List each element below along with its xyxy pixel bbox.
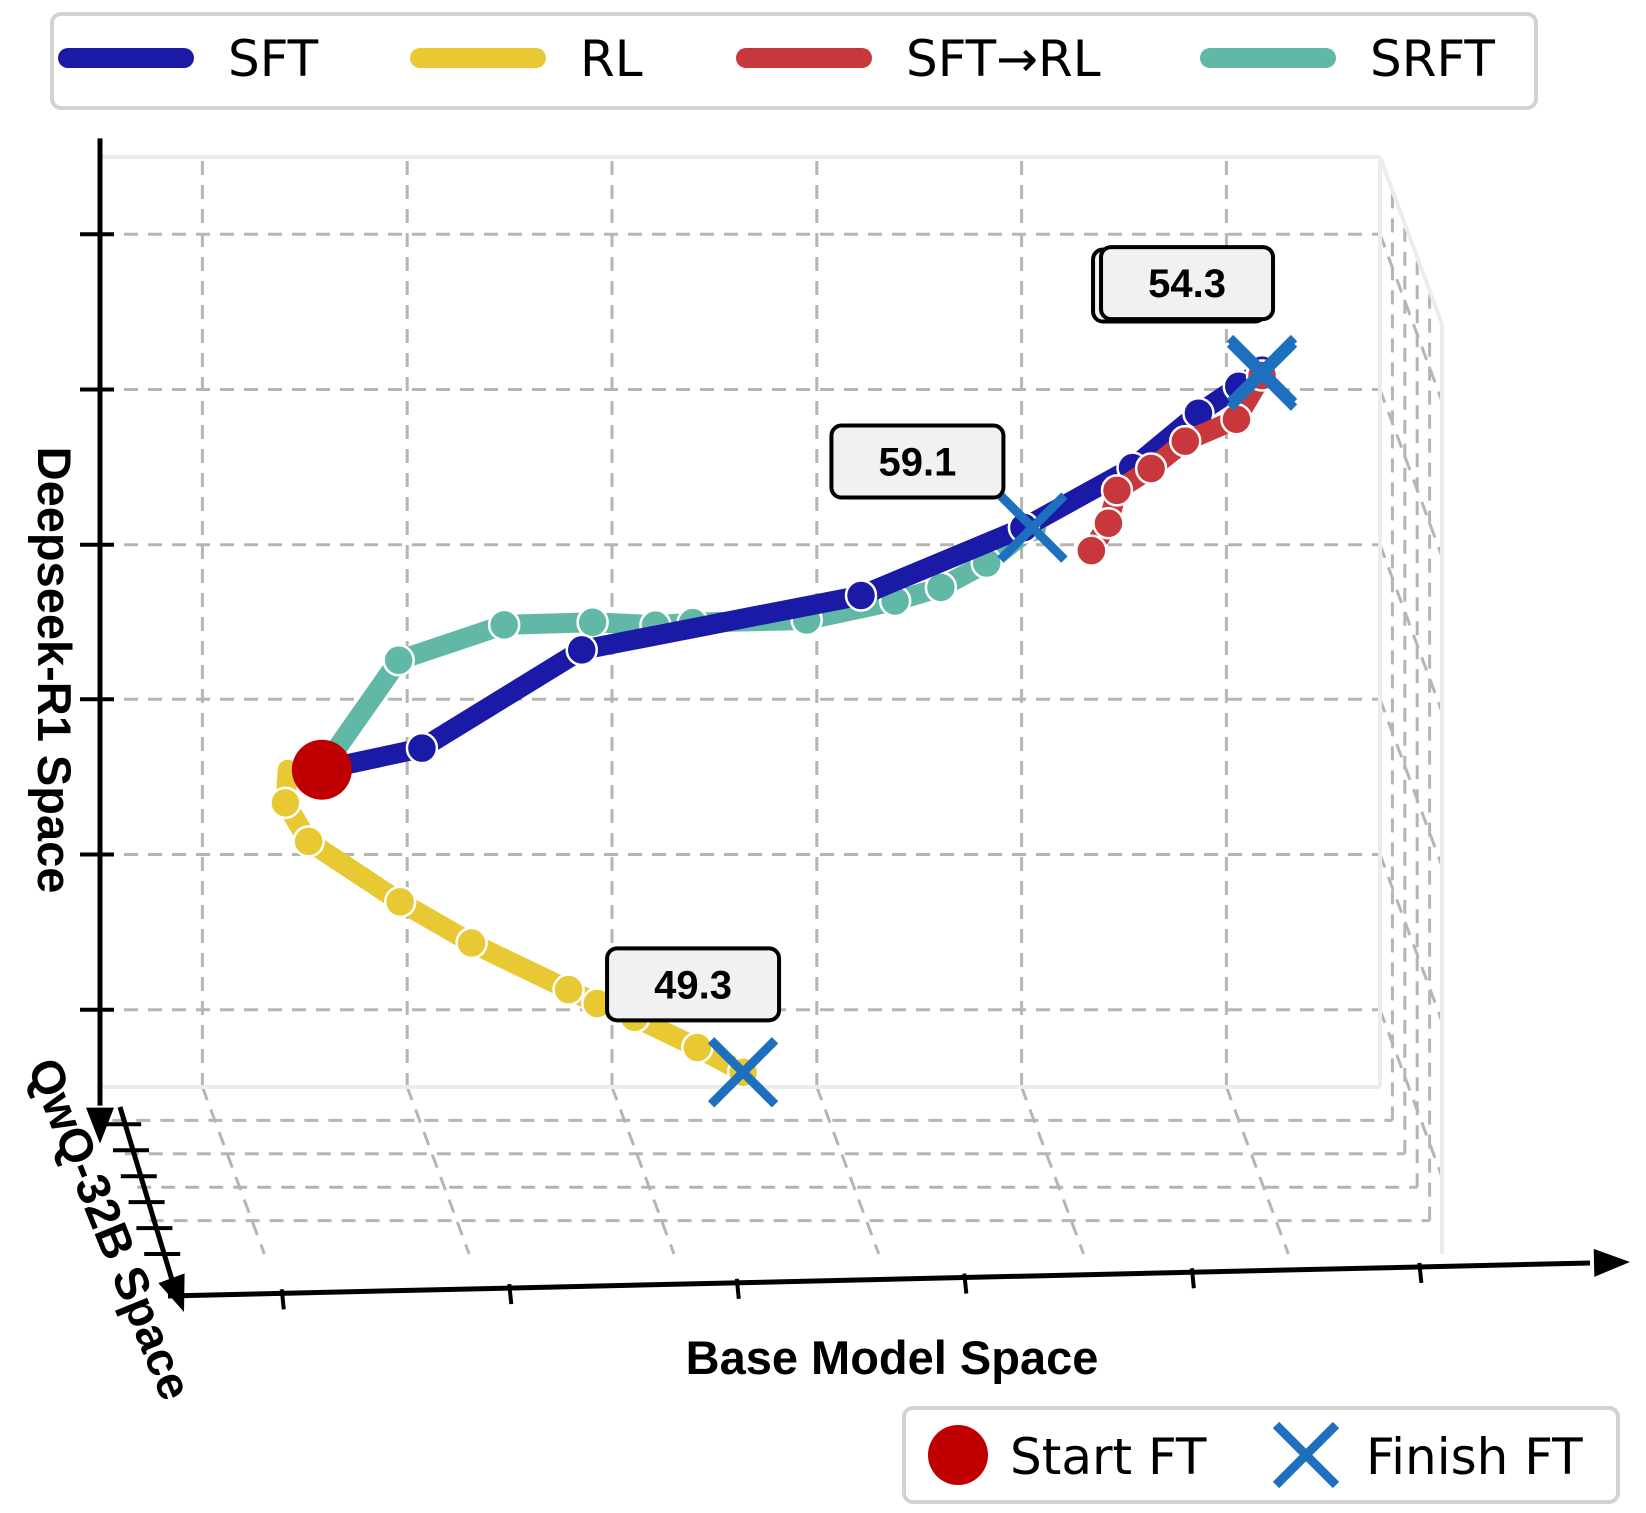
score-box-frame [829,423,1006,500]
series-point [565,633,598,667]
y-axis-arrow [86,1107,114,1144]
floor-depth-gridline [405,1086,471,1255]
rl-final-score: 49.3 [605,946,782,1023]
finish-ft-legend-marker [1272,1421,1340,1489]
z-axis-arrow [158,1273,185,1312]
series-point [552,973,585,1006]
score-box-frame [1099,245,1276,322]
right-wall-depth-gridline [1378,233,1444,402]
series-point [405,731,439,765]
x-axis-arrow [1593,1248,1630,1277]
legend-entry: SFT [58,30,319,88]
legend-label: SRFT [1370,30,1495,88]
legend-entry: RL [410,30,643,88]
legend-entry-finish: Finish FT [1272,1421,1583,1489]
srft-final-score: 59.1 [829,423,1006,500]
grid [100,155,1444,1255]
series-point [1092,506,1125,540]
series-layer [269,334,1298,1108]
series-point [487,608,521,642]
finish-ft-marker [707,1037,779,1108]
series-point [1168,424,1202,458]
floor-depth-gridline [1020,1086,1086,1255]
series-line [275,759,754,1083]
z-axis-title: QwQ-32B Space [18,1051,203,1408]
right-wall-depth-gridline [1378,698,1444,867]
series-point [455,926,488,960]
series-point [1134,452,1168,485]
floor-depth-gridline [815,1086,881,1255]
series-point [681,1031,714,1064]
x-axis-tick [507,1283,514,1305]
x-axis-tick [279,1289,286,1310]
floor-depth-gridline [610,1086,676,1255]
legend-entry-start: Start FT [928,1425,1207,1486]
series-rl [269,759,760,1089]
series-point [383,885,417,919]
start-ft-legend-label: Start FT [1010,1428,1207,1486]
legend-label: SFT→RL [906,30,1101,88]
series-sft [311,353,1279,780]
x-axis-tick [1417,1262,1424,1284]
score-value: 54.3 [1148,262,1226,306]
series-point [269,786,302,820]
x-axis-tick [1189,1268,1196,1289]
series-point [382,644,415,677]
series-point [1075,534,1108,567]
legend-label: SFT [228,30,319,88]
score-value: 59.1 [879,441,957,485]
series-point [1007,511,1041,544]
finish-ft-marker [997,492,1068,563]
z-axis-line [117,1106,175,1281]
series-point [1220,403,1253,436]
x-axis-tick [734,1278,741,1299]
x-axis-tick [962,1273,969,1294]
series-point [1100,474,1134,507]
finish-ft-legend-label: Finish FT [1366,1428,1583,1486]
x-axis-line [167,1260,1591,1299]
floor-depth-gridline [200,1086,266,1255]
axes [80,138,1630,1312]
series-point [292,825,325,858]
score-box-frame [605,946,782,1023]
series-point [844,579,878,612]
start-ft-marker [291,739,352,800]
series-legend: SFT RL SFT→RL SRFT [50,12,1538,110]
legend-entry: SRFT [1200,30,1495,88]
score-value: 49.3 [654,963,732,1007]
right-wall-depth-gridline [1378,853,1444,1023]
floor-depth-gridline [1224,1086,1290,1255]
legend-label: RL [580,30,643,88]
series-sft-rl [1075,359,1279,567]
right-wall-top-edge [1378,156,1444,325]
x-axis-title: Base Model Space [686,1331,1099,1384]
finish-ft-marker [1226,340,1298,411]
series-line [311,360,1273,780]
right-wall-depth-gridline [1378,388,1444,558]
right-wall-depth-gridline [1378,1009,1444,1178]
score-labels: 49.359.154.554.3 [605,245,1276,1023]
legend-entry: SFT→RL [736,30,1101,88]
series-point [576,606,609,639]
y-axis-title: Deepseek-R1 Space [28,447,81,894]
marker-legend-frame [902,1406,1620,1504]
start-ft-legend-marker [928,1425,988,1485]
marker-legend: Start FT Finish FT [902,1406,1620,1504]
sft-final-score: 54.3 [1099,245,1276,322]
right-wall-depth-gridline [1378,544,1444,713]
